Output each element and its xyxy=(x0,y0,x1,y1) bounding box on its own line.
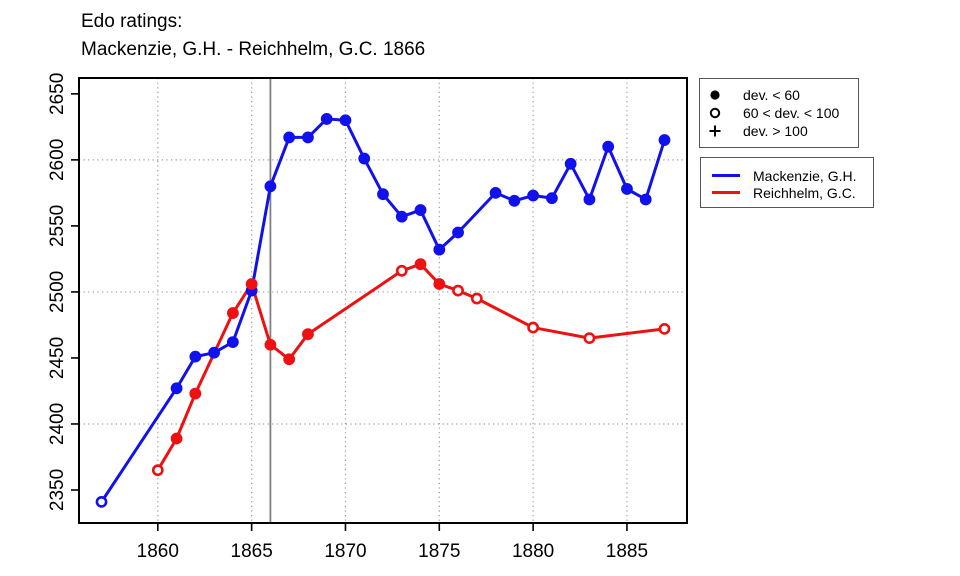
data-point-filled xyxy=(226,307,239,319)
data-point-filled xyxy=(639,193,652,206)
data-point-open xyxy=(151,464,164,477)
data-point-filled xyxy=(320,113,333,125)
legend-row-reichhelm: Reichhelm, G.C. xyxy=(701,184,873,201)
data-point-filled xyxy=(414,258,427,271)
data-point-open xyxy=(395,264,408,277)
data-point-filled xyxy=(208,346,221,359)
legend-label: dev. < 60 xyxy=(743,87,800,103)
data-point-filled xyxy=(170,432,183,445)
data-point-filled xyxy=(245,278,258,290)
data-point-open xyxy=(527,321,540,334)
y-tick-label: 2600 xyxy=(47,139,68,181)
plus-icon xyxy=(706,124,724,138)
data-point-filled xyxy=(489,186,502,199)
data-point-filled xyxy=(527,189,540,202)
y-tick-label: 2350 xyxy=(47,469,68,511)
data-point-filled xyxy=(508,194,521,207)
series-line-0 xyxy=(100,117,666,504)
legend-label: 60 < dev. < 100 xyxy=(743,105,840,121)
data-point-filled xyxy=(658,134,671,146)
data-point-filled xyxy=(226,336,239,348)
y-tick-label: 2650 xyxy=(47,73,68,115)
x-tick-label: 1860 xyxy=(137,541,179,562)
chart-subtitle: Mackenzie, G.H. - Reichhelm, G.C. 1866 xyxy=(81,39,426,60)
x-tick-label: 1875 xyxy=(418,541,460,562)
mackenzie-line-swatch xyxy=(712,174,740,177)
data-point-filled xyxy=(170,382,183,395)
series-legend: Mackenzie, G.H. Reichhelm, G.C. xyxy=(700,157,874,208)
data-point-filled xyxy=(189,387,202,400)
x-tick-label: 1880 xyxy=(512,541,554,562)
data-point-filled xyxy=(602,140,615,153)
data-point-filled xyxy=(283,353,296,366)
data-point-filled xyxy=(414,204,427,216)
data-point-filled xyxy=(302,131,314,144)
chart-title: Edo ratings: xyxy=(81,11,183,32)
data-point-filled xyxy=(302,328,314,341)
legend-label: Mackenzie, G.H. xyxy=(753,167,857,184)
data-point-filled xyxy=(452,226,464,239)
data-point-filled xyxy=(545,192,558,205)
data-point-open xyxy=(452,284,464,297)
legend-row-dev-mid: 60 < dev. < 100 xyxy=(700,104,858,122)
x-tick-label: 1870 xyxy=(324,541,366,562)
y-tick-label: 2450 xyxy=(47,337,68,379)
legend-label: Reichhelm, G.C. xyxy=(753,184,856,201)
deviation-legend: dev. < 60 60 < dev. < 100 dev. > 100 xyxy=(699,78,859,148)
data-point-open xyxy=(95,495,108,508)
data-point-filled xyxy=(433,243,446,256)
data-point-filled xyxy=(339,114,352,127)
data-point-filled xyxy=(377,188,389,201)
filled-circle-icon xyxy=(706,88,724,102)
data-point-filled xyxy=(358,152,371,165)
y-tick-label: 2500 xyxy=(47,271,68,313)
series-line-1 xyxy=(156,262,666,472)
chart-title-block: Edo ratings: Mackenzie, G.H. - Reichhelm… xyxy=(81,8,425,64)
x-tick-label: 1865 xyxy=(231,541,273,562)
data-point-filled xyxy=(264,338,277,351)
data-point-filled xyxy=(264,180,277,193)
x-tick-label: 1885 xyxy=(606,541,648,562)
data-point-open xyxy=(583,332,596,345)
data-point-filled xyxy=(621,183,633,195)
data-point-filled xyxy=(433,278,446,290)
data-point-filled xyxy=(395,210,408,223)
legend-row-dev-low: dev. < 60 xyxy=(700,86,858,104)
legend-row-mackenzie: Mackenzie, G.H. xyxy=(701,167,873,184)
y-tick-label: 2550 xyxy=(47,205,68,247)
open-circle-icon xyxy=(706,106,724,120)
data-point-filled xyxy=(189,350,202,363)
plot-frame xyxy=(78,77,688,524)
data-point-filled xyxy=(283,131,296,144)
data-point-open xyxy=(470,292,483,305)
data-point-filled xyxy=(564,157,577,170)
reichhelm-line-swatch xyxy=(712,191,740,194)
legend-label: dev. > 100 xyxy=(743,123,808,139)
y-tick-label: 2400 xyxy=(47,403,68,445)
data-point-open xyxy=(658,322,671,335)
data-point-filled xyxy=(583,193,596,206)
legend-row-dev-high: dev. > 100 xyxy=(700,122,858,140)
